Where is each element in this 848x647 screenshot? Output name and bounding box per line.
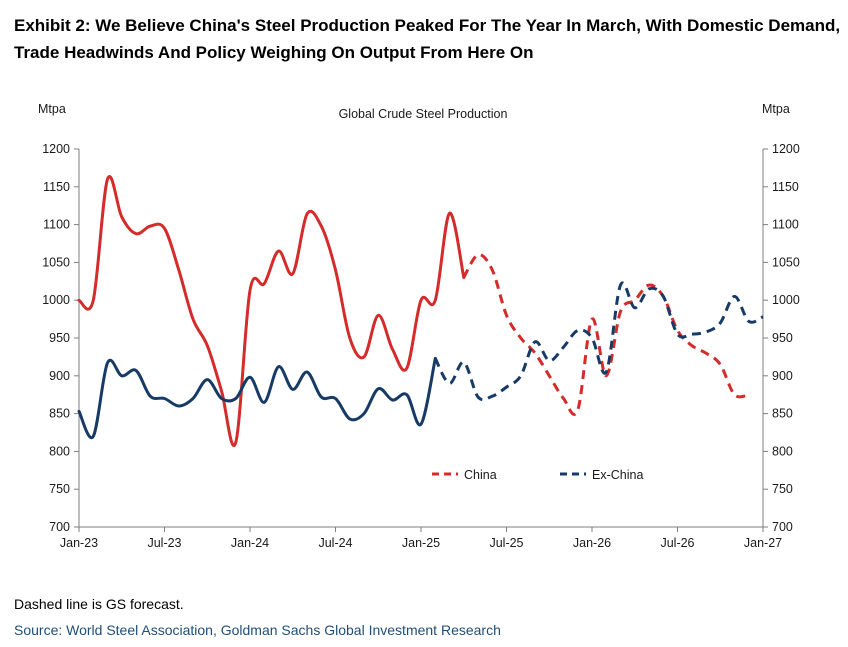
x-tick-label: Jan-25	[402, 536, 440, 550]
x-tick-label: Jan-27	[744, 536, 782, 550]
y-tick-label-left: 950	[49, 331, 70, 345]
y-tick-label-right: 1000	[772, 293, 800, 307]
y-tick-label-right: 1150	[772, 180, 799, 194]
x-tick-label: Jan-24	[231, 536, 269, 550]
legend-china-label: China	[464, 468, 497, 482]
forecast-note: Dashed line is GS forecast.	[14, 596, 184, 612]
right-axis-unit: Mtpa	[762, 102, 790, 116]
y-tick-label-left: 850	[49, 407, 70, 421]
series-lines	[77, 175, 764, 447]
y-tick-label-left: 750	[49, 482, 70, 496]
y-tick-label-right: 900	[772, 369, 793, 383]
y-tick-label-right: 1200	[772, 142, 800, 156]
chart-title: Global Crude Steel Production	[339, 107, 508, 121]
y-tick-label-left: 1150	[43, 180, 70, 194]
x-tick-label: Jul-24	[318, 536, 352, 550]
exhibit-title: Exhibit 2: We Believe China's Steel Prod…	[14, 12, 844, 66]
legend-exchina-label: Ex-China	[592, 468, 643, 482]
china-actual-line	[77, 175, 466, 447]
exchina-forecast-line	[433, 281, 764, 402]
y-tick-label-right: 1050	[772, 255, 800, 269]
y-tick-label-left: 1050	[42, 255, 70, 269]
y-tick-label-right: 950	[772, 331, 793, 345]
y-tick-label-right: 750	[772, 482, 793, 496]
y-tick-label-left: 1000	[42, 293, 70, 307]
x-tick-label: Jan-26	[573, 536, 611, 550]
china-forecast-line	[462, 253, 750, 416]
x-tick-label: Jul-25	[489, 536, 523, 550]
y-tick-label-left: 700	[49, 520, 70, 534]
x-tick-label: Jul-23	[147, 536, 181, 550]
y-tick-label-left: 1200	[42, 142, 70, 156]
x-tick-label: Jan-23	[60, 536, 98, 550]
y-tick-label-left: 1100	[43, 218, 70, 232]
y-tick-label-left: 900	[49, 369, 70, 383]
y-tick-label-right: 1100	[772, 218, 799, 232]
y-tick-label-right: 700	[772, 520, 793, 534]
x-tick-label: Jul-26	[660, 536, 694, 550]
exchina-actual-line	[77, 356, 437, 440]
y-tick-label-right: 800	[772, 444, 793, 458]
y-tick-label-right: 850	[772, 407, 793, 421]
title-line-2: Trade Headwinds And Policy Weighing On O…	[14, 43, 534, 62]
axes: 700 700 750 750 800 800 850 850 900 900 950 950 1000…	[42, 142, 800, 550]
left-axis-unit: Mtpa	[38, 102, 66, 116]
legend: China Ex-China	[432, 468, 643, 482]
y-tick-label-left: 800	[49, 444, 70, 458]
title-line-1: Exhibit 2: We Believe China's Steel Prod…	[14, 16, 841, 35]
source-line: Source: World Steel Association, Goldman…	[14, 622, 501, 638]
